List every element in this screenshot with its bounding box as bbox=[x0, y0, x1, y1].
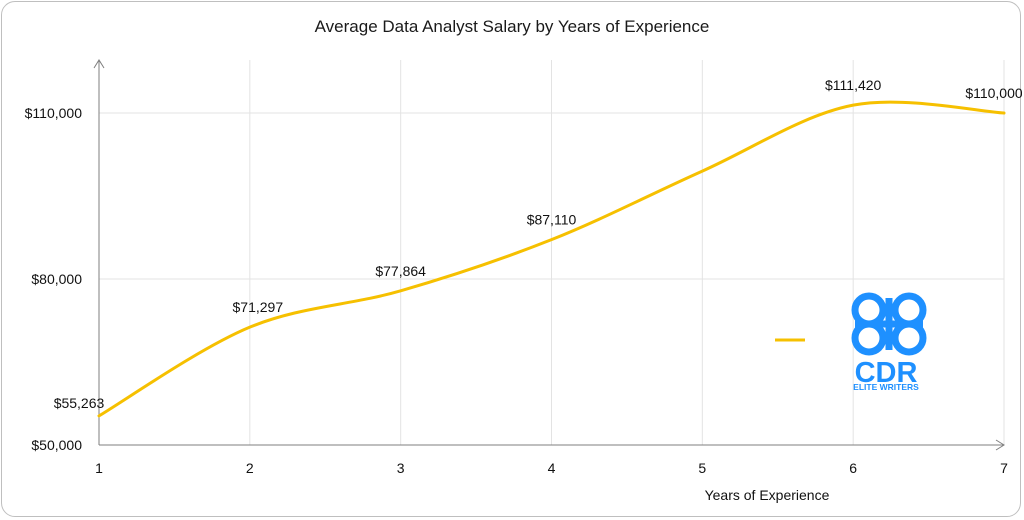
x-tick-label: 3 bbox=[397, 460, 405, 476]
data-label: $55,263 bbox=[54, 395, 105, 411]
x-tick-label: 6 bbox=[849, 460, 857, 476]
data-label: $77,864 bbox=[375, 263, 426, 279]
x-tick-label: 4 bbox=[548, 460, 556, 476]
x-tick-label: 2 bbox=[246, 460, 254, 476]
y-tick-label: $50,000 bbox=[31, 437, 82, 453]
data-label: $87,110 bbox=[527, 212, 577, 228]
series bbox=[97, 100, 1006, 418]
series-line bbox=[97, 100, 1006, 418]
x-tick-label: 1 bbox=[95, 460, 103, 476]
x-axis-arrow bbox=[995, 439, 1005, 451]
tick-labels: 1 2 3 4 5 6 7 $50,000 $80,000 $110,000 bbox=[25, 105, 1008, 476]
logo-wordmark: CDR bbox=[855, 357, 918, 389]
data-labels: $55,263 $71,297 $77,864 $87,110 $111,420 $110… bbox=[54, 77, 1022, 411]
data-label: $111,420 bbox=[825, 77, 882, 93]
grid bbox=[99, 60, 1005, 445]
cdr-logo: CDR ELITE WRITERS bbox=[851, 292, 927, 392]
data-label: $71,297 bbox=[233, 299, 284, 315]
x-tick-label: 7 bbox=[1000, 460, 1008, 476]
chart-title: Average Data Analyst Salary by Years of … bbox=[315, 17, 710, 36]
x-tick-label: 5 bbox=[698, 460, 706, 476]
y-tick-label: $80,000 bbox=[31, 271, 82, 287]
logo-subtitle: ELITE WRITERS bbox=[853, 382, 919, 392]
x-axis-title: Years of Experience bbox=[705, 487, 830, 503]
cdr-knot-icon bbox=[851, 292, 927, 356]
data-label: $110,000 bbox=[965, 85, 1022, 101]
y-axis-arrow bbox=[93, 59, 105, 69]
axes bbox=[93, 59, 1005, 451]
y-tick-label: $110,000 bbox=[25, 105, 83, 121]
